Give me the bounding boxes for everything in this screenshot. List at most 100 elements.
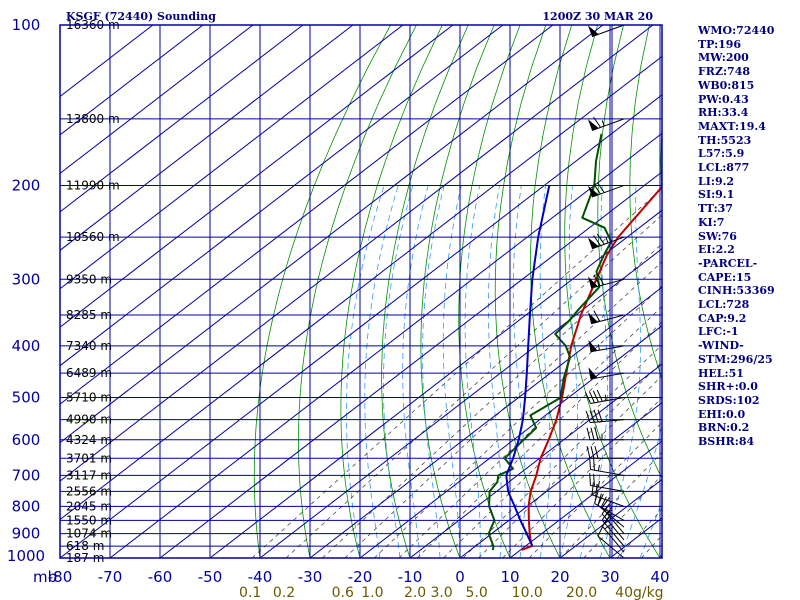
station-title: KSGF (72440) Sounding — [66, 10, 216, 23]
pressure-tick-label: 600 — [12, 431, 41, 449]
wind-barb-feather — [585, 391, 591, 404]
dry-adiabat-line — [530, 25, 611, 558]
wind-barb-pennant — [588, 312, 598, 324]
wind-barb-feather — [604, 500, 613, 511]
isotherm-line — [359, 325, 662, 558]
temperature-tick-label: -20 — [348, 568, 373, 586]
sounding-traces — [487, 133, 662, 551]
wind-barb-feather — [589, 457, 592, 470]
mixing-ratio-line — [374, 285, 662, 558]
wind-barb-feather — [594, 446, 599, 459]
moist-adiabat-line — [539, 185, 551, 558]
mixing-ratio-label: 0.2 — [273, 585, 295, 600]
isotherm-line — [509, 440, 662, 558]
isotherm-line — [309, 286, 662, 558]
height-label: 9350 m — [66, 272, 112, 286]
mixing-ratio-label: 1.0 — [361, 585, 383, 600]
mixing-ratio-line — [251, 188, 662, 558]
index-item: TH:5523 — [698, 133, 752, 147]
wind-barb — [588, 273, 625, 289]
index-item: MAXT:19.4 — [698, 119, 766, 133]
parcel-trace — [505, 185, 551, 547]
isotherm-line — [60, 25, 554, 405]
mixing-ratio-line — [344, 261, 662, 558]
temperature-tick-label: 20 — [550, 568, 569, 586]
wind-barb — [589, 457, 625, 476]
temperature-tick-label: -10 — [398, 568, 423, 586]
temperature-tick-label: -50 — [198, 568, 223, 586]
index-item: EI:2.2 — [698, 243, 735, 257]
mixing-ratio-label: 5.0 — [465, 585, 487, 600]
wind-barb — [589, 473, 625, 492]
height-label: 6489 m — [66, 366, 112, 380]
index-item: LCL:877 — [698, 161, 750, 175]
mixing-ratio-label: 40g/kg — [615, 585, 663, 600]
wind-barb-feather — [593, 473, 595, 487]
height-label: 10560 m — [66, 230, 120, 244]
index-item: PW:0.43 — [698, 92, 749, 106]
mixing-ratio-label: 0.6 — [332, 585, 354, 600]
wind-barb-feather — [588, 391, 595, 403]
isotherm-line — [209, 209, 662, 558]
index-item: KI:7 — [698, 215, 725, 229]
pressure-tick-label: 800 — [12, 497, 41, 515]
temperature-trace — [521, 185, 662, 551]
mixing-ratio-line — [285, 214, 662, 558]
wind-barb-feather — [593, 183, 601, 195]
index-item: WB0:815 — [698, 78, 755, 92]
temperature-tick-label: 0 — [455, 568, 465, 586]
index-item: SHR+:0.0 — [698, 380, 758, 394]
wind-barb-feather — [593, 116, 601, 128]
wind-barb-pennant — [587, 119, 599, 131]
wind-barb-pennant — [588, 367, 598, 380]
index-item: WMO:72440 — [698, 24, 775, 37]
isotherm-line — [60, 94, 662, 558]
wind-barb-feather — [593, 457, 595, 471]
wind-barb-pennant — [588, 276, 598, 289]
wind-barb-feather — [593, 310, 601, 322]
height-label: 2045 m — [66, 499, 112, 513]
wind-barb — [587, 24, 625, 38]
height-label: 4990 m — [66, 413, 112, 427]
wind-barb-feather — [597, 493, 602, 506]
plot-border — [59, 24, 663, 559]
wind-barb-staff — [601, 513, 625, 541]
moist-adiabat-line — [488, 185, 503, 558]
wind-barb-feather — [594, 427, 599, 440]
wind-barb-half-feather — [604, 394, 607, 401]
mixing-ratio-label: 0.1 — [239, 585, 261, 600]
moist-adiabat-line — [559, 185, 578, 558]
mixing-ratio-line — [478, 375, 662, 558]
pressure-tick-label: 900 — [12, 525, 41, 543]
mixing-ratio-line — [583, 474, 662, 558]
wind-barb-feather — [589, 473, 592, 486]
isotherms — [60, 25, 662, 558]
mixing-ratio-line — [560, 452, 662, 558]
index-item: -WIND- — [698, 339, 744, 353]
wind-barb-staff — [601, 519, 625, 547]
pressure-tick-label: 500 — [12, 389, 41, 407]
wind-barb-staff — [594, 502, 625, 521]
wind-barb — [587, 116, 625, 131]
wind-barb-feather — [593, 410, 599, 423]
isotherm-line — [60, 25, 404, 290]
height-label: 1074 m — [66, 527, 112, 541]
index-item: FRZ:748 — [698, 65, 751, 79]
index-item: SRDS:102 — [698, 393, 760, 407]
plot-frame — [59, 24, 663, 559]
dry-adiabat-line — [381, 25, 469, 558]
dry-adiabat-line — [458, 25, 521, 558]
mixing-ratio-line — [462, 361, 662, 558]
wind-barb-staff — [590, 419, 625, 424]
wind-barb-feather — [595, 483, 598, 497]
pressure-tick-label: 1000 — [7, 547, 45, 565]
isotherm-line — [60, 25, 204, 136]
index-item: CAPE:15 — [698, 270, 752, 284]
isotherm-line — [60, 25, 254, 175]
moist-adiabat-line — [364, 185, 399, 558]
isotherm-line — [60, 25, 504, 367]
wind-barb-staff — [597, 535, 625, 559]
wind-barb-feather — [590, 446, 595, 459]
wind-barb-feather — [596, 233, 605, 245]
